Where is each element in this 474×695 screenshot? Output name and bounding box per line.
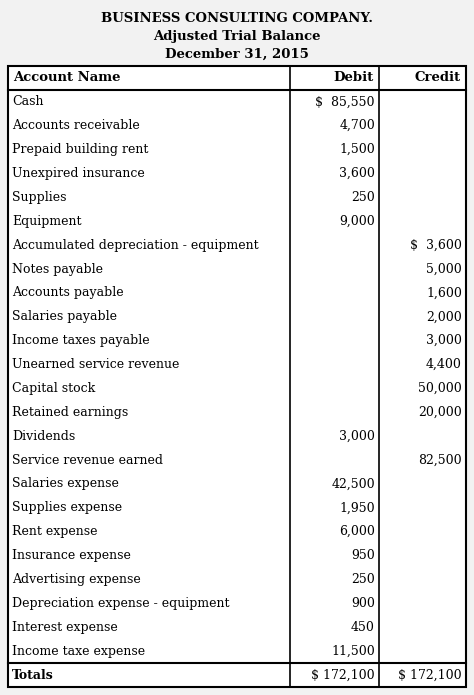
Text: 42,500: 42,500 — [331, 477, 375, 491]
Text: Dividends: Dividends — [12, 430, 75, 443]
Text: December 31, 2015: December 31, 2015 — [165, 48, 309, 61]
Text: Credit: Credit — [415, 72, 461, 84]
Text: Unexpired insurance: Unexpired insurance — [12, 167, 145, 180]
Text: Rent expense: Rent expense — [12, 525, 98, 538]
Text: 2,000: 2,000 — [426, 310, 462, 323]
Text: 450: 450 — [351, 621, 375, 634]
Bar — [8, 66, 466, 687]
Text: 50,000: 50,000 — [418, 382, 462, 395]
Text: Insurance expense: Insurance expense — [12, 549, 131, 562]
Text: Cash: Cash — [12, 95, 44, 108]
Text: 4,700: 4,700 — [339, 120, 375, 132]
Text: 1,950: 1,950 — [339, 501, 375, 514]
Text: Totals: Totals — [12, 669, 54, 682]
Text: $ 172,100: $ 172,100 — [398, 669, 462, 682]
Text: Salaries expense: Salaries expense — [12, 477, 119, 491]
Text: Prepaid building rent: Prepaid building rent — [12, 143, 148, 156]
Text: 250: 250 — [351, 191, 375, 204]
Text: $  85,550: $ 85,550 — [316, 95, 375, 108]
Text: Retained earnings: Retained earnings — [12, 406, 128, 419]
Text: Account Name: Account Name — [13, 72, 120, 84]
Text: 11,500: 11,500 — [331, 645, 375, 657]
Text: 20,000: 20,000 — [418, 406, 462, 419]
Text: BUSINESS CONSULTING COMPANY.: BUSINESS CONSULTING COMPANY. — [101, 12, 373, 25]
Text: 9,000: 9,000 — [339, 215, 375, 228]
Text: 5,000: 5,000 — [426, 263, 462, 275]
Text: Salaries payable: Salaries payable — [12, 310, 117, 323]
Text: Accounts receivable: Accounts receivable — [12, 120, 140, 132]
Text: 250: 250 — [351, 573, 375, 586]
Text: $  3,600: $ 3,600 — [410, 238, 462, 252]
Text: Accounts payable: Accounts payable — [12, 286, 124, 300]
Text: 1,600: 1,600 — [426, 286, 462, 300]
Text: 950: 950 — [351, 549, 375, 562]
Text: Unearned service revenue: Unearned service revenue — [12, 358, 179, 371]
Text: Service revenue earned: Service revenue earned — [12, 454, 163, 466]
Text: 3,600: 3,600 — [339, 167, 375, 180]
Text: 900: 900 — [351, 597, 375, 610]
Text: 3,000: 3,000 — [339, 430, 375, 443]
Text: Accumulated depreciation - equipment: Accumulated depreciation - equipment — [12, 238, 259, 252]
Text: $ 172,100: $ 172,100 — [311, 669, 375, 682]
Text: Supplies expense: Supplies expense — [12, 501, 122, 514]
Text: Capital stock: Capital stock — [12, 382, 95, 395]
Text: Debit: Debit — [334, 72, 374, 84]
Text: 4,400: 4,400 — [426, 358, 462, 371]
Text: Equipment: Equipment — [12, 215, 82, 228]
Text: 82,500: 82,500 — [419, 454, 462, 466]
Text: 6,000: 6,000 — [339, 525, 375, 538]
Text: Adjusted Trial Balance: Adjusted Trial Balance — [153, 30, 321, 43]
Text: Advertising expense: Advertising expense — [12, 573, 141, 586]
Text: 1,500: 1,500 — [339, 143, 375, 156]
Text: Income taxes payable: Income taxes payable — [12, 334, 150, 348]
Text: Interest expense: Interest expense — [12, 621, 118, 634]
Text: Supplies: Supplies — [12, 191, 66, 204]
Text: Notes payable: Notes payable — [12, 263, 103, 275]
Text: Depreciation expense - equipment: Depreciation expense - equipment — [12, 597, 229, 610]
Text: 3,000: 3,000 — [426, 334, 462, 348]
Text: Income taxe expense: Income taxe expense — [12, 645, 145, 657]
